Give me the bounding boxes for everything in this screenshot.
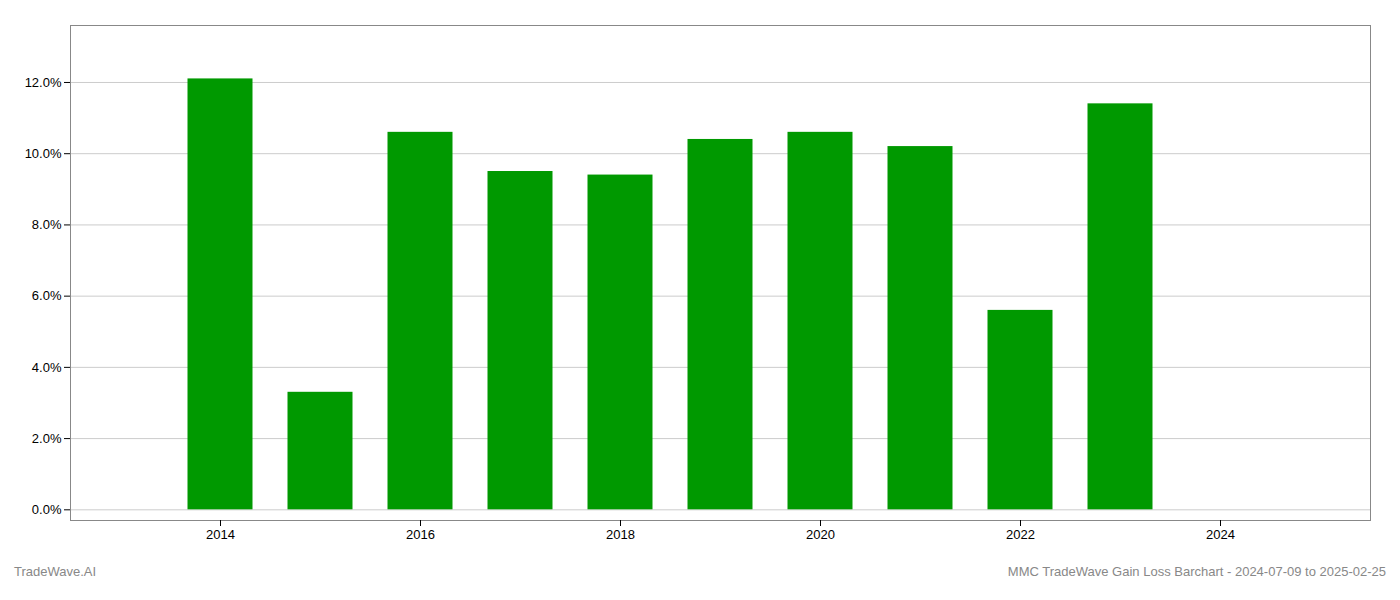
- svg-text:2020: 2020: [806, 527, 835, 542]
- svg-text:2024: 2024: [1206, 527, 1235, 542]
- html-text:TradeWave.AI: TradeWave.AI: [14, 564, 97, 579]
- svg-text:2014: 2014: [206, 527, 235, 542]
- svg-text:8.0%: 8.0%: [32, 217, 62, 232]
- svg-text:4.0%: 4.0%: [32, 360, 62, 375]
- svg-text:0.0%: 0.0%: [32, 502, 62, 517]
- svg-text:2018: 2018: [606, 527, 635, 542]
- svg-text:12.0%: 12.0%: [25, 75, 62, 90]
- svg-text:2016: 2016: [406, 527, 435, 542]
- svg-text:10.0%: 10.0%: [25, 146, 62, 161]
- svg-text:2022: 2022: [1006, 527, 1035, 542]
- html-text:MMC TradeWave Gain Loss Barcha: MMC TradeWave Gain Loss Barchart - 2024-…: [1007, 564, 1386, 579]
- svg-text:2.0%: 2.0%: [32, 431, 62, 446]
- svg-text:6.0%: 6.0%: [32, 288, 62, 303]
